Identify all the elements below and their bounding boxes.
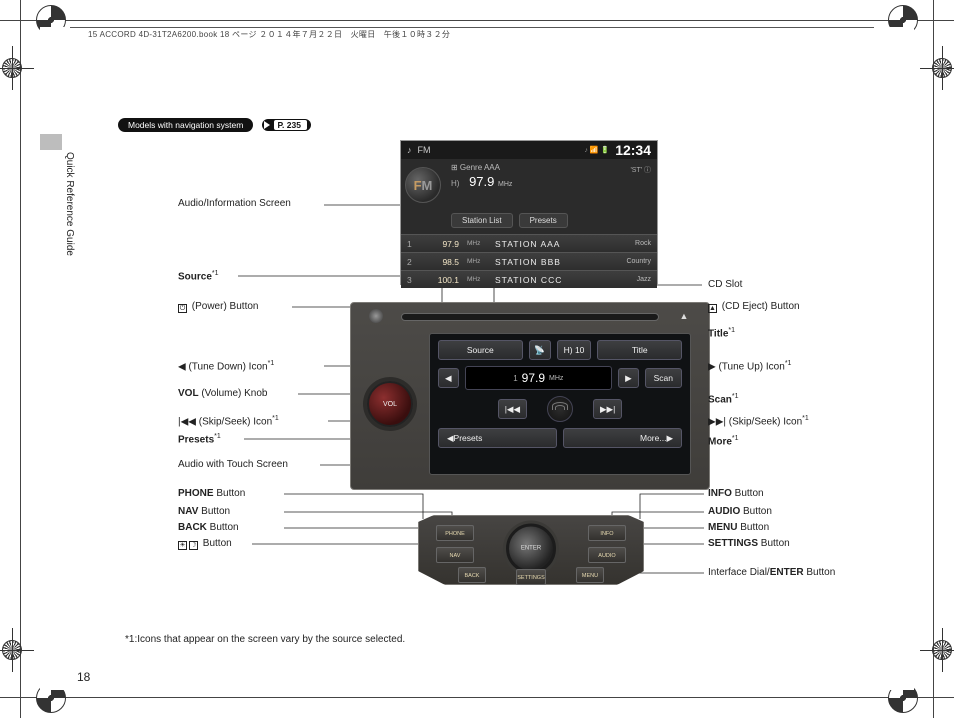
- screen-tabs: Station List Presets: [401, 211, 657, 234]
- clock: 12:34: [615, 142, 651, 158]
- station-row[interactable]: 298.5MHzSTATION BBBCountry: [401, 252, 657, 270]
- audio-head-unit: ▲ Source 📡 H) 10 Title ◀ 1 97.9 MHz ▶: [350, 302, 710, 490]
- header-pills: Models with navigation system P. 235: [118, 118, 311, 132]
- power-button[interactable]: [369, 309, 383, 323]
- lbl-nav-button: NAV Button: [178, 506, 230, 517]
- interface-dial[interactable]: [506, 524, 556, 574]
- control-panel: PHONE NAV BACK INFO AUDIO MENU SETTINGS: [418, 507, 644, 585]
- header-rule: [70, 27, 874, 28]
- footnote: *1:Icons that appear on the screen vary …: [125, 634, 405, 645]
- lbl-back-button: BACK Button: [178, 522, 239, 533]
- presets-button[interactable]: ◀ Presets: [438, 428, 557, 448]
- book-stamp: 15 ACCORD 4D-31T2A6200.book 18 ページ ２０１４年…: [88, 29, 450, 40]
- diagram: ♪ FM ♪ 📶 🔋 12:34 FM 'ST' ⓘ ⊞ Genre AAA H…: [118, 137, 874, 620]
- arrow-right-icon: [264, 121, 270, 129]
- page-number: 18: [77, 670, 90, 684]
- tab-station-list[interactable]: Station List: [451, 213, 513, 228]
- reg-cross-br: [932, 640, 952, 660]
- touch-screen: Source 📡 H) 10 Title ◀ 1 97.9 MHz ▶ Scan: [429, 333, 691, 475]
- nav-button[interactable]: NAV: [436, 547, 474, 563]
- freq-main: 97.9: [469, 174, 494, 189]
- station-row[interactable]: 3100.1MHzSTATION CCCJazz: [401, 270, 657, 288]
- page-ref-letter: P.: [277, 120, 284, 130]
- lbl-cd-eject: ▲ (CD Eject) Button: [708, 301, 800, 313]
- reg-cross-tr: [932, 58, 952, 78]
- phone-button[interactable]: PHONE: [436, 525, 474, 541]
- lbl-settings-button: SETTINGS Button: [708, 538, 790, 549]
- lbl-scan: Scan*1: [708, 393, 739, 405]
- music-icon: ♪: [407, 145, 412, 155]
- fm-logo: FM: [401, 159, 445, 211]
- frequency-display: 1 97.9 MHz: [465, 366, 613, 390]
- lbl-title: Title*1: [708, 327, 735, 339]
- st-tag: 'ST' ⓘ: [630, 165, 651, 175]
- lbl-vol-knob: VOL (Volume) Knob: [178, 388, 268, 399]
- genre-line: ⊞ Genre AAA: [451, 163, 651, 172]
- settings-button[interactable]: SETTINGS: [516, 569, 546, 585]
- page-ref-num: 235: [287, 120, 301, 130]
- status-icons: ♪ 📶 🔋: [584, 146, 609, 154]
- page-ref-pill: P. 235: [262, 119, 311, 131]
- skip-back-icon[interactable]: |◀◀: [498, 399, 527, 419]
- title-button[interactable]: Title: [597, 340, 682, 360]
- status-bar: ♪ FM ♪ 📶 🔋 12:34: [401, 141, 657, 159]
- lbl-audio-touch: Audio with Touch Screen: [178, 459, 288, 470]
- lbl-cd-slot: CD Slot: [708, 279, 742, 290]
- reg-cross-bl: [2, 640, 22, 660]
- back-button[interactable]: BACK: [458, 567, 486, 583]
- frequency-unit: MHz: [549, 375, 563, 382]
- hd-icon: H): [451, 179, 459, 188]
- side-tab-title: Quick Reference Guide: [64, 152, 75, 256]
- tab-presets[interactable]: Presets: [519, 213, 568, 228]
- more-button[interactable]: More... ▶: [563, 428, 682, 448]
- info-button[interactable]: INFO: [588, 525, 626, 541]
- lbl-source: Source*1: [178, 270, 219, 282]
- station-row[interactable]: 197.9MHzSTATION AAARock: [401, 234, 657, 252]
- lbl-more: More*1: [708, 435, 739, 447]
- lbl-audio-button: AUDIO Button: [708, 506, 772, 517]
- cd-slot[interactable]: [401, 313, 659, 321]
- preset-index: 1: [513, 374, 517, 383]
- lbl-power-button: ⏻ (Power) Button: [178, 301, 258, 313]
- crop-line-left: [20, 0, 21, 718]
- audio-button[interactable]: AUDIO: [588, 547, 626, 563]
- reg-cross-tl: [2, 58, 22, 78]
- radio-icon: [547, 396, 573, 422]
- lbl-phone-button: PHONE Button: [178, 488, 245, 499]
- lbl-info-button: INFO Button: [708, 488, 764, 499]
- lbl-tune-down: ◀ (Tune Down) Icon*1: [178, 360, 274, 372]
- band-label: FM: [418, 145, 431, 155]
- lbl-presets: Presets*1: [178, 433, 221, 445]
- models-pill: Models with navigation system: [118, 118, 253, 132]
- crop-line-right: [933, 0, 934, 718]
- crop-line-top: [0, 20, 954, 21]
- page: 15 ACCORD 4D-31T2A6200.book 18 ページ ２０１４年…: [40, 27, 914, 690]
- source-button[interactable]: Source: [438, 340, 523, 360]
- scan-button[interactable]: Scan: [645, 368, 682, 388]
- tune-up-icon[interactable]: ▶: [618, 368, 639, 388]
- antenna-icon: 📡: [529, 340, 551, 360]
- lbl-menu-button: MENU Button: [708, 522, 769, 533]
- cd-eject-button[interactable]: ▲: [677, 309, 691, 323]
- tune-down-icon[interactable]: ◀: [438, 368, 459, 388]
- volume-knob[interactable]: [367, 381, 413, 427]
- menu-button[interactable]: MENU: [576, 567, 604, 583]
- now-playing-info: 'ST' ⓘ ⊞ Genre AAA H) 97.9 MHz: [445, 159, 657, 211]
- lbl-bright-button: ☀☽ Button: [178, 538, 232, 550]
- lbl-skip-seek-r: ▶▶| (Skip/Seek) Icon*1: [708, 415, 809, 427]
- margin-tab: [40, 134, 62, 150]
- frequency-value: 97.9: [522, 371, 545, 385]
- audio-info-screen: ♪ FM ♪ 📶 🔋 12:34 FM 'ST' ⓘ ⊞ Genre AAA H…: [400, 140, 658, 285]
- crop-line-bottom: [0, 697, 954, 698]
- skip-fwd-icon[interactable]: ▶▶|: [593, 399, 622, 419]
- lbl-tune-up: ▶ (Tune Up) Icon*1: [708, 360, 791, 372]
- freq-unit: MHz: [498, 181, 512, 188]
- lbl-skip-seek-l: |◀◀ (Skip/Seek) Icon*1: [178, 415, 279, 427]
- station-list: 197.9MHzSTATION AAARock298.5MHzSTATION B…: [401, 234, 657, 288]
- hd-badge: H) 10: [557, 340, 592, 360]
- lbl-dial-button: Interface Dial/ENTER Button: [708, 567, 835, 578]
- lbl-audio-info-screen: Audio/Information Screen: [178, 198, 291, 209]
